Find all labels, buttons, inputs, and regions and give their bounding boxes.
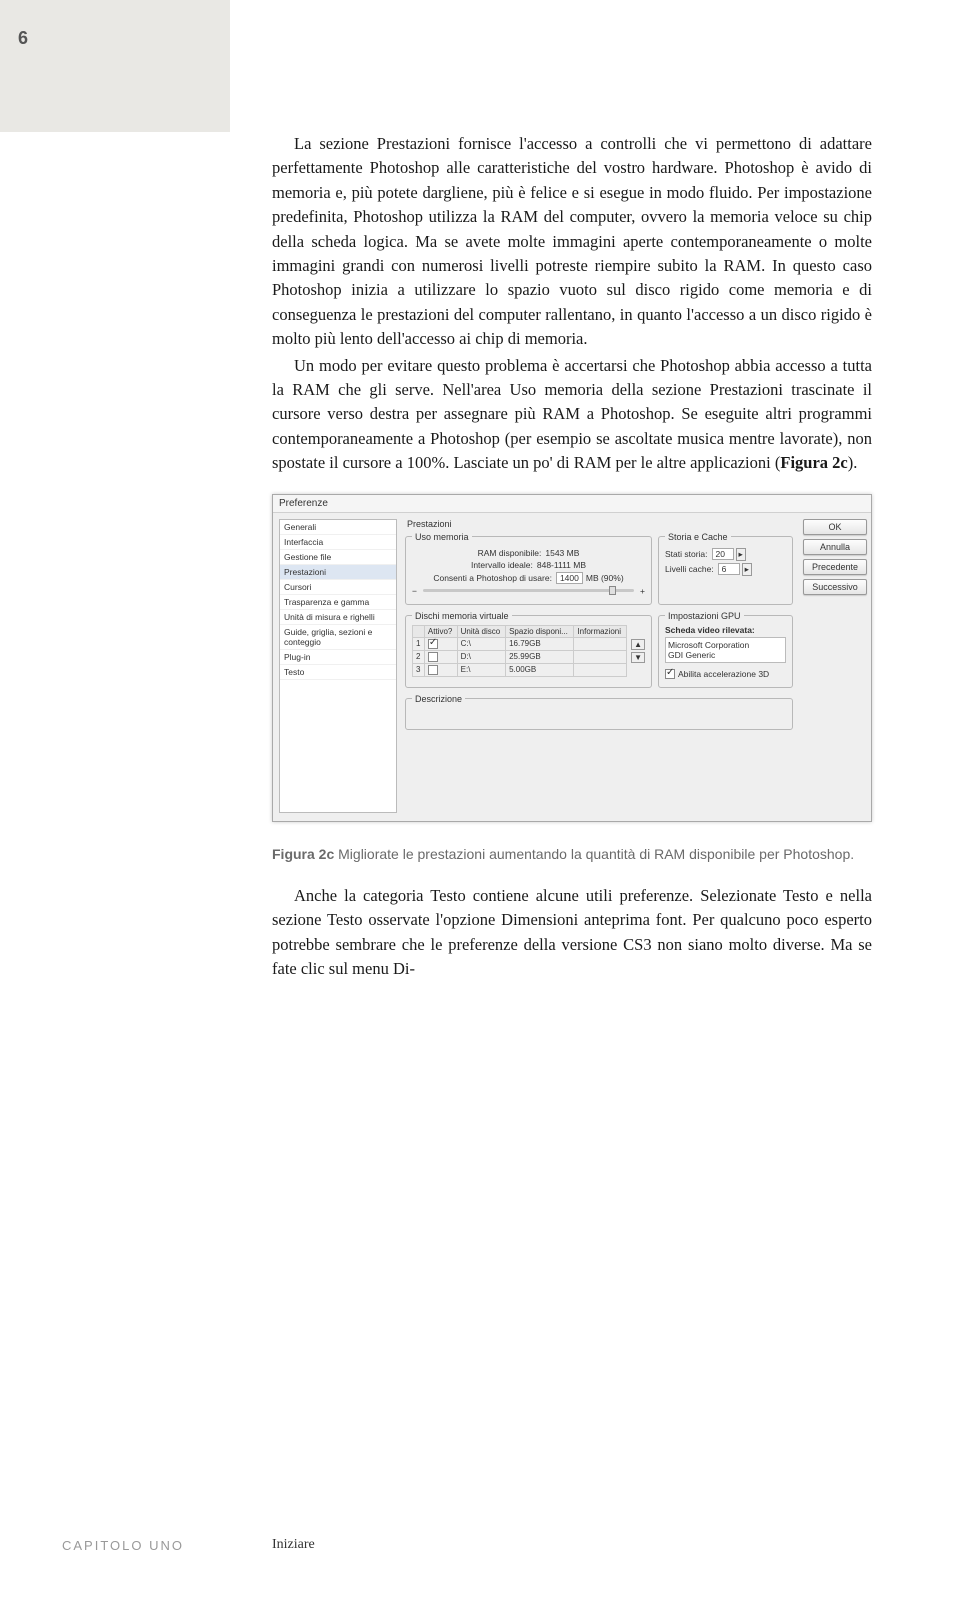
cancel-button[interactable]: Annulla xyxy=(803,539,867,555)
figure-caption: Figura 2c Migliorate le prestazioni aume… xyxy=(272,844,872,864)
col-active: Attivo? xyxy=(424,625,457,637)
accel-checkbox[interactable] xyxy=(665,669,675,679)
history-states-input[interactable]: 20 xyxy=(712,548,734,560)
footer-title: Iniziare xyxy=(272,1537,315,1553)
checkbox-icon[interactable] xyxy=(428,652,438,662)
prev-button[interactable]: Precedente xyxy=(803,559,867,575)
move-down-icon[interactable]: ▼ xyxy=(631,652,645,663)
memory-legend: Uso memoria xyxy=(412,532,472,542)
checkbox-icon[interactable] xyxy=(428,639,438,649)
paragraph-3: Anche la categoria Testo contiene alcune… xyxy=(272,884,872,982)
prefs-main-panel: Prestazioni Uso memoria RAM disponibile:… xyxy=(401,513,797,819)
stepper-icon[interactable]: ▸ xyxy=(736,548,746,561)
cell xyxy=(574,650,627,663)
sidebar-item[interactable]: Gestione file xyxy=(280,550,396,565)
figure-caption-text: Migliorate le prestazioni aumentando la … xyxy=(334,846,854,862)
sidebar-item[interactable]: Guide, griglia, sezioni e conteggio xyxy=(280,625,396,650)
disks-legend: Dischi memoria virtuale xyxy=(412,611,512,621)
col-info: Informazioni xyxy=(574,625,627,637)
history-legend: Storia e Cache xyxy=(665,532,731,542)
consent-label: Consenti a Photoshop di usare: xyxy=(433,573,552,583)
sidebar-item[interactable]: Cursori xyxy=(280,580,396,595)
cache-levels-input[interactable]: 6 xyxy=(718,563,740,575)
cell: C:\ xyxy=(457,637,505,650)
cell: D:\ xyxy=(457,650,505,663)
figure-caption-label: Figura 2c xyxy=(272,846,334,862)
gpu-detected-label: Scheda video rilevata: xyxy=(665,625,786,635)
cell xyxy=(574,663,627,676)
paragraph-2: Un modo per evitare questo problema è ac… xyxy=(272,354,872,476)
ok-button[interactable]: OK xyxy=(803,519,867,535)
prefs-buttons-column: OK Annulla Precedente Successivo xyxy=(797,513,871,819)
accel-label: Abilita accelerazione 3D xyxy=(678,669,769,679)
p2-b: ). xyxy=(848,453,858,472)
ram-avail-label: RAM disponibile: xyxy=(478,548,542,558)
description-legend: Descrizione xyxy=(412,694,465,704)
disks-fieldset: Dischi memoria virtuale Attivo? Unità di… xyxy=(405,611,652,688)
col-space: Spazio disponi... xyxy=(506,625,574,637)
disk-row[interactable]: 2 D:\ 25.99GB xyxy=(413,650,627,663)
ram-slider-thumb[interactable] xyxy=(609,586,616,595)
body-text: La sezione Prestazioni fornisce l'access… xyxy=(272,132,872,476)
col-drive: Unità disco xyxy=(457,625,505,637)
cell-active[interactable] xyxy=(424,637,457,650)
cache-levels-label: Livelli cache: xyxy=(665,564,714,574)
dialog-title: Preferenze xyxy=(273,495,871,513)
col-num xyxy=(413,625,425,637)
gpu-model: GDI Generic xyxy=(668,650,783,660)
prefs-sidebar: Generali Interfaccia Gestione file Prest… xyxy=(279,519,397,813)
cell xyxy=(574,637,627,650)
cell: 16.79GB xyxy=(506,637,574,650)
cell-active[interactable] xyxy=(424,650,457,663)
body-text-2: Anche la categoria Testo contiene alcune… xyxy=(272,884,872,982)
main-content: La sezione Prestazioni fornisce l'access… xyxy=(272,132,872,984)
footer-chapter: CAPITOLO UNO xyxy=(62,1538,184,1553)
gpu-vendor: Microsoft Corporation xyxy=(668,640,783,650)
checkbox-icon[interactable] xyxy=(428,665,438,675)
move-up-icon[interactable]: ▲ xyxy=(631,639,645,650)
preferences-dialog: Preferenze Generali Interfaccia Gestione… xyxy=(272,494,872,822)
sidebar-item[interactable]: Unità di misura e righelli xyxy=(280,610,396,625)
sidebar-item[interactable]: Trasparenza e gamma xyxy=(280,595,396,610)
gpu-legend: Impostazioni GPU xyxy=(665,611,744,621)
stepper-icon[interactable]: ▸ xyxy=(742,563,752,576)
ram-slider[interactable] xyxy=(423,589,634,592)
next-button[interactable]: Successivo xyxy=(803,579,867,595)
consent-input[interactable]: 1400 xyxy=(556,572,583,584)
slider-max: + xyxy=(640,586,645,596)
memory-fieldset: Uso memoria RAM disponibile: 1543 MB Int… xyxy=(405,532,652,605)
side-column-bg xyxy=(0,0,230,132)
sidebar-item[interactable]: Generali xyxy=(280,520,396,535)
description-fieldset: Descrizione xyxy=(405,694,793,730)
ram-avail-value: 1543 MB xyxy=(545,548,579,558)
cell-active[interactable] xyxy=(424,663,457,676)
cell: 5.00GB xyxy=(506,663,574,676)
slider-min: − xyxy=(412,586,417,596)
history-fieldset: Storia e Cache Stati storia: 20 ▸ Livell… xyxy=(658,532,793,605)
disk-row[interactable]: 3 E:\ 5.00GB xyxy=(413,663,627,676)
disks-table: Attivo? Unità disco Spazio disponi... In… xyxy=(412,625,627,677)
dialog-body: Generali Interfaccia Gestione file Prest… xyxy=(273,513,871,819)
gpu-fieldset: Impostazioni GPU Scheda video rilevata: … xyxy=(658,611,793,688)
cell: 2 xyxy=(413,650,425,663)
p2-figure-ref: Figura 2c xyxy=(780,453,847,472)
sidebar-item[interactable]: Testo xyxy=(280,665,396,680)
ideal-range-label: Intervallo ideale: xyxy=(471,560,533,570)
sidebar-item[interactable]: Plug-in xyxy=(280,650,396,665)
disk-row[interactable]: 1 C:\ 16.79GB xyxy=(413,637,627,650)
cell: E:\ xyxy=(457,663,505,676)
sidebar-item-selected[interactable]: Prestazioni xyxy=(280,565,396,580)
sidebar-item[interactable]: Interfaccia xyxy=(280,535,396,550)
page-number: 6 xyxy=(18,28,28,49)
cell: 3 xyxy=(413,663,425,676)
paragraph-1: La sezione Prestazioni fornisce l'access… xyxy=(272,132,872,352)
cell: 25.99GB xyxy=(506,650,574,663)
consent-suffix: MB (90%) xyxy=(586,573,624,583)
panel-title: Prestazioni xyxy=(407,519,793,529)
figure-2c-screenshot: Preferenze Generali Interfaccia Gestione… xyxy=(272,494,872,822)
ideal-range-value: 848-1111 MB xyxy=(537,560,586,570)
history-states-label: Stati storia: xyxy=(665,549,708,559)
cell: 1 xyxy=(413,637,425,650)
